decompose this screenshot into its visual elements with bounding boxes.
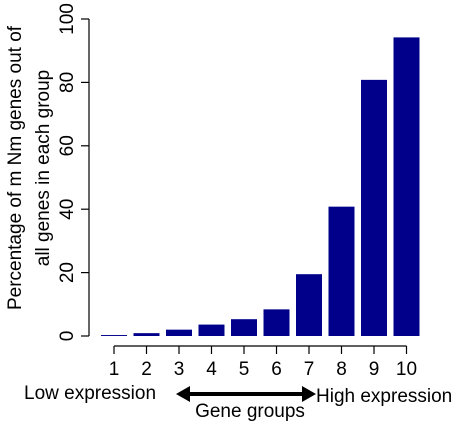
bar-2 — [133, 333, 160, 336]
expression-double-arrow — [176, 386, 316, 402]
low-expression-label: Low expression — [24, 383, 156, 404]
y-axis: 0 20 40 60 80 100 — [57, 3, 90, 342]
y-tick-label-80: 80 — [57, 72, 78, 93]
bar-4 — [198, 324, 225, 336]
y-axis-title-line1: Percentage of m Nm genes out of — [5, 25, 26, 310]
x-tick-label-7: 7 — [304, 359, 315, 380]
high-expression-label: High expression — [316, 386, 452, 407]
bar-1 — [101, 335, 127, 336]
x-tick-label-3: 3 — [174, 359, 185, 380]
y-tick-label-100: 100 — [57, 3, 78, 35]
bar-6 — [263, 309, 290, 336]
bar-3 — [166, 329, 192, 336]
x-tick-label-8: 8 — [336, 359, 347, 380]
x-tick-label-2: 2 — [141, 359, 152, 380]
x-tick-label-6: 6 — [271, 359, 282, 380]
bar-9 — [361, 79, 387, 337]
x-axis: 1 2 3 4 5 6 7 8 9 10 — [109, 345, 417, 380]
y-tick-label-40: 40 — [57, 199, 78, 220]
bars — [101, 37, 420, 337]
x-tick-label-4: 4 — [206, 359, 217, 380]
bar-5 — [231, 319, 257, 336]
y-tick-label-20: 20 — [57, 262, 78, 283]
y-axis-title-line2: all genes in each group — [33, 70, 54, 266]
x-tick-label-9: 9 — [369, 359, 380, 380]
x-axis-title: Gene groups — [195, 401, 305, 422]
bar-7 — [296, 274, 322, 336]
y-tick-label-60: 60 — [57, 135, 78, 156]
bar-8 — [328, 206, 355, 336]
bar-10 — [393, 37, 420, 336]
x-tick-label-1: 1 — [109, 359, 120, 380]
x-tick-label-5: 5 — [239, 359, 250, 380]
x-tick-label-10: 10 — [396, 359, 417, 380]
y-tick-label-0: 0 — [57, 331, 78, 342]
